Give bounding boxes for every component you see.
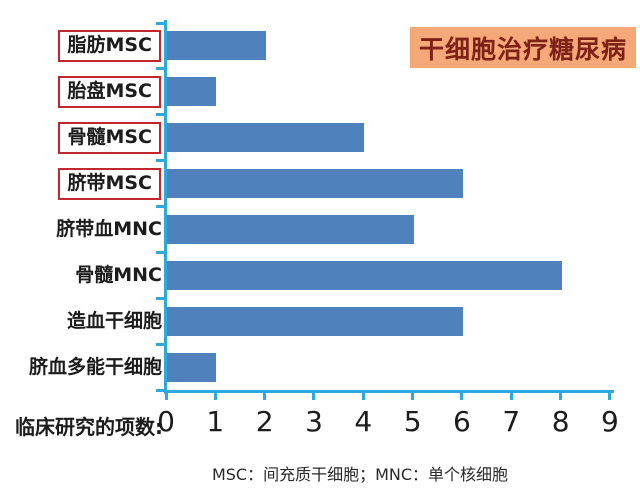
bar [167,31,266,61]
y-axis-line [164,20,167,394]
x-axis-tick [460,390,464,400]
x-tick-label: 1 [206,405,225,438]
category-label: 脐带血MNC [56,217,162,240]
x-axis-line [164,390,614,393]
bar [167,214,414,244]
category-row: 脂肪MSC [0,23,162,69]
category-row: 骨髓MNC [0,252,162,298]
category-label-highlighted: 脂肪MSC [58,29,161,62]
x-axis-tick [411,390,415,400]
bar [167,123,365,153]
x-axis-tick [608,390,612,400]
x-tick-label: 7 [502,405,521,438]
x-axis-tick [509,390,513,400]
x-axis-label: 临床研究的项数: [15,415,163,439]
x-tick-label: 4 [354,405,373,438]
x-tick-label: 5 [403,405,422,438]
category-label: 造血干细胞 [66,309,162,332]
category-label-highlighted: 脐带MSC [58,167,161,200]
bar [167,169,463,199]
y-axis-tick [156,67,165,71]
chart-title-box: 干细胞治疗糖尿病 [410,27,636,68]
bar [167,77,217,107]
bar [167,260,562,290]
y-axis-tick [156,159,165,163]
x-axis-tick [312,390,316,400]
y-axis-tick [156,342,165,346]
bar [167,306,463,336]
category-row: 胎盘MSC [0,69,162,115]
y-axis-tick [156,21,165,25]
x-tick-label: 8 [551,405,570,438]
category-row: 脐带MSC [0,161,162,207]
y-axis-tick [156,296,165,300]
chart-title-text: 干细胞治疗糖尿病 [418,34,627,64]
category-row: 脐带血MNC [0,207,162,253]
category-label-highlighted: 胎盘MSC [58,75,161,108]
y-axis-tick [156,113,165,117]
x-tick-label: 6 [453,405,471,438]
y-axis-tick [156,250,165,254]
legend-note: MSC：间充质干细胞；MNC：单个核细胞 [211,465,509,484]
category-label-highlighted: 骨髓MSC [58,121,161,154]
x-tick-label: 2 [255,405,274,438]
x-axis-tick [213,390,217,400]
x-axis-tick [164,390,168,400]
category-row: 骨髓MSC [0,115,162,161]
bar [167,352,217,382]
category-label: 骨髓MNC [75,263,162,286]
category-row: 造血干细胞 [0,298,162,344]
category-row: 脐血多能干细胞 [0,344,162,390]
x-tick-label: 3 [305,405,323,438]
category-label: 脐血多能干细胞 [28,355,162,378]
x-axis-tick [361,390,365,400]
x-axis-tick [559,390,563,400]
x-axis-tick [263,390,267,400]
y-axis-tick [156,205,165,208]
x-tick-label: 9 [601,405,619,438]
x-tick-label: 0 [157,405,175,438]
y-axis-tick [156,388,165,392]
